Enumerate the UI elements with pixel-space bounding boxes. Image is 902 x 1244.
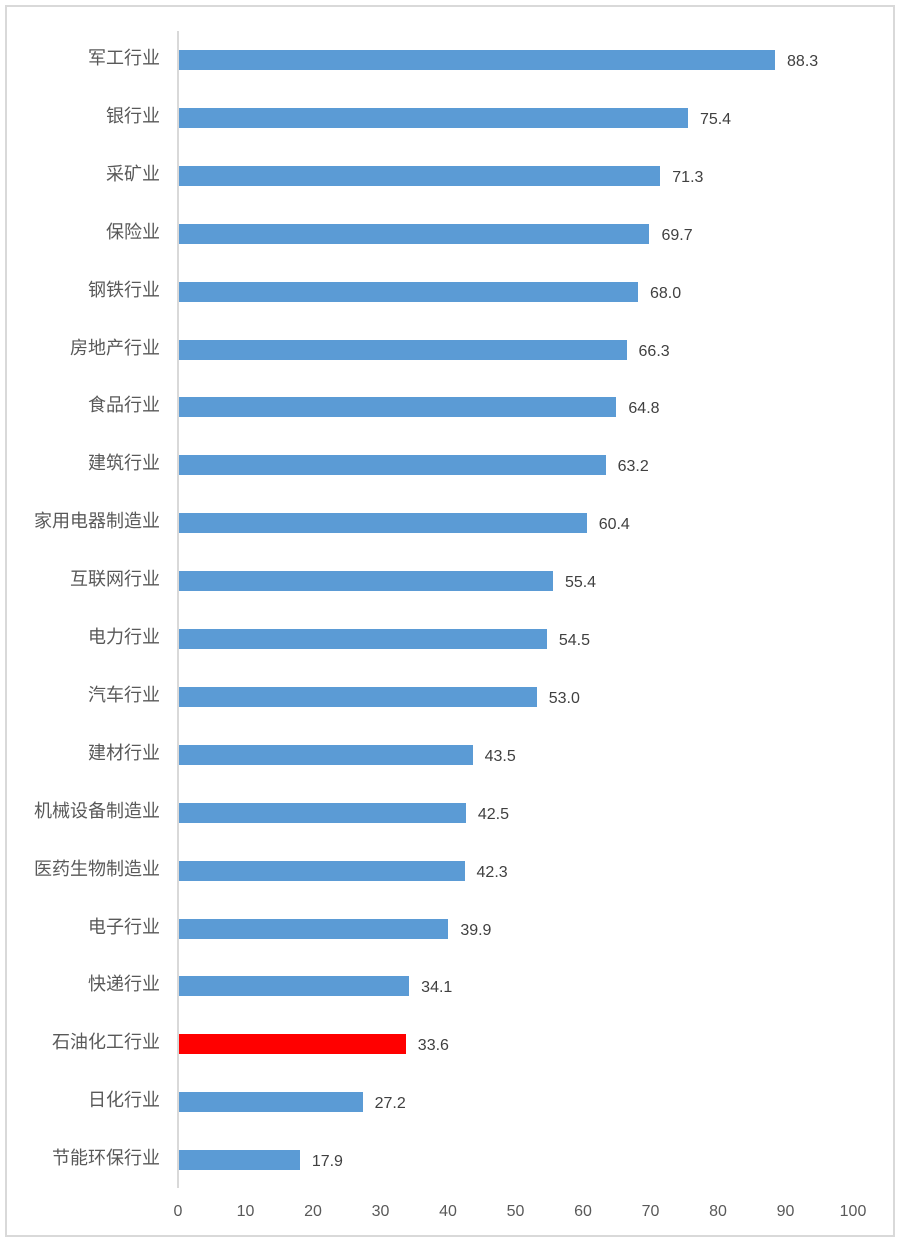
bar-row: 家用电器制造业 60.4 [0, 493, 902, 551]
bar-row: 互联网行业 55.4 [0, 551, 902, 609]
data-label: 88.3 [787, 53, 819, 70]
category-label: 节能环保行业 [52, 1148, 160, 1170]
bar-row: 食品行业 64.8 [0, 377, 902, 435]
bar-row: 节能环保行业 17.9 [0, 1130, 902, 1188]
category-label: 采矿业 [106, 163, 160, 185]
bar-row: 机械设备制造业 42.5 [0, 783, 902, 841]
data-label: 27.2 [374, 1095, 406, 1113]
bar [179, 50, 776, 70]
x-axis-tick-label: 60 [574, 1203, 592, 1220]
bar-row: 建筑行业 63.2 [0, 435, 902, 493]
bar [179, 1092, 363, 1113]
bar [179, 107, 688, 128]
bar [179, 339, 627, 360]
data-label: 71.3 [672, 168, 704, 186]
category-label: 日化行业 [88, 1090, 160, 1112]
bar-row: 军工行业 88.3 [0, 30, 902, 88]
bar [179, 976, 410, 997]
x-axis-tick-label: 90 [776, 1203, 795, 1220]
data-label: 63.2 [617, 458, 649, 476]
x-axis-tick-label: 30 [371, 1203, 390, 1220]
x-axis-tick-label: 20 [304, 1203, 322, 1220]
bar-row: 日化行业 27.2 [0, 1072, 902, 1130]
data-label: 60.4 [598, 516, 630, 534]
category-label: 房地产行业 [70, 337, 160, 359]
bar [179, 223, 650, 244]
data-label: 64.8 [628, 400, 660, 418]
bar [179, 397, 617, 418]
bar [179, 686, 537, 707]
category-axis-line [177, 31, 179, 1188]
data-label: 17.9 [311, 1153, 343, 1171]
category-label: 建筑行业 [88, 453, 160, 475]
bar [179, 165, 661, 186]
category-label: 机械设备制造业 [34, 800, 160, 822]
bar-row: 钢铁行业 68.0 [0, 262, 902, 320]
bar-row: 保险业 69.7 [0, 204, 902, 262]
bar-row: 电力行业 54.5 [0, 609, 902, 667]
data-label: 34.1 [421, 979, 453, 997]
category-label: 保险业 [106, 221, 160, 243]
bar-row: 石油化工行业 33.6 [0, 1014, 902, 1072]
x-axis-tick-label: 0 [173, 1203, 183, 1220]
bar [179, 860, 465, 881]
bar-row: 汽车行业 53.0 [0, 667, 902, 725]
data-label: 68.0 [650, 284, 682, 302]
highlighted-bar [179, 1034, 406, 1055]
bar [179, 802, 466, 823]
x-axis-tick-label: 40 [439, 1203, 457, 1220]
data-label: 33.6 [417, 1037, 449, 1055]
bar [179, 281, 638, 302]
category-label: 食品行业 [88, 395, 160, 417]
bar-row: 建材行业 43.5 [0, 725, 902, 783]
category-label: 银行业 [106, 105, 160, 127]
data-label: 75.4 [699, 110, 732, 128]
bar-row: 医药生物制造业 42.3 [0, 841, 902, 899]
bar [179, 918, 449, 939]
data-label: 69.7 [661, 226, 693, 244]
x-axis-tick-label: 100 [839, 1203, 867, 1220]
x-axis-tick-label: 10 [236, 1203, 255, 1220]
bar-row: 银行业 75.4 [0, 88, 902, 146]
bar-row: 快递行业 34.1 [0, 956, 902, 1014]
bar-row: 房地产行业 66.3 [0, 320, 902, 378]
bar-row: 电子行业 39.9 [0, 899, 902, 957]
x-axis-tick-label: 80 [709, 1203, 727, 1220]
bar [179, 629, 547, 649]
data-label: 43.5 [484, 747, 516, 765]
category-label: 快递行业 [88, 974, 160, 996]
data-label: 55.4 [564, 574, 597, 592]
data-label: 54.5 [558, 632, 591, 649]
category-label: 建材行业 [88, 742, 160, 764]
data-label: 42.3 [476, 863, 508, 881]
category-label: 石油化工行业 [52, 1032, 160, 1054]
x-axis-tick-label: 70 [641, 1203, 660, 1220]
bar [179, 513, 587, 534]
category-label: 钢铁行业 [88, 279, 160, 301]
data-label: 39.9 [460, 921, 492, 939]
data-label: 53.0 [548, 689, 580, 707]
chart-frame [5, 5, 895, 1237]
data-label: 66.3 [638, 342, 670, 360]
category-label: 家用电器制造业 [34, 511, 160, 533]
bar [179, 1150, 300, 1171]
category-label: 电子行业 [88, 916, 160, 938]
bar-row: 采矿业 71.3 [0, 146, 902, 204]
data-label: 42.5 [477, 805, 510, 823]
category-label: 汽车行业 [88, 684, 160, 706]
category-label: 互联网行业 [70, 569, 160, 591]
bar [179, 744, 473, 765]
category-label: 电力行业 [88, 627, 160, 648]
bar [179, 571, 553, 592]
category-label: 医药生物制造业 [34, 858, 160, 880]
bar [179, 455, 606, 476]
category-label: 军工行业 [88, 48, 160, 69]
x-axis-tick-label: 50 [506, 1203, 525, 1220]
